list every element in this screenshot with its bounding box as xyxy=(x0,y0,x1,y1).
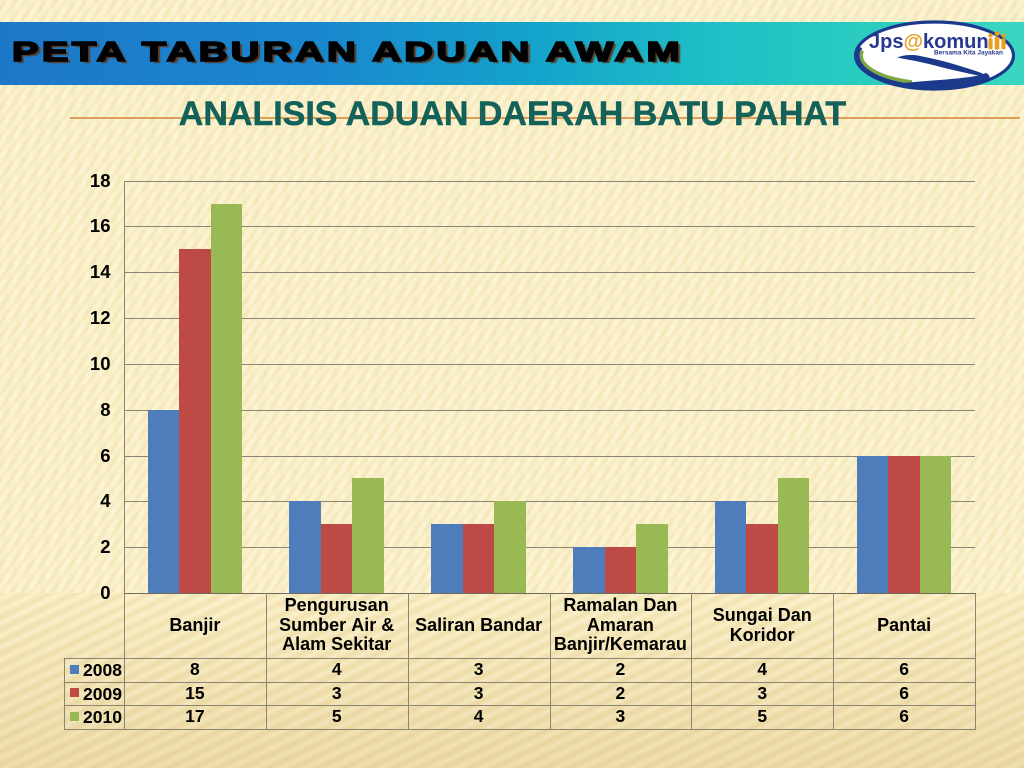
svg-text:Jps@komun: Jps@komun xyxy=(869,31,989,53)
svg-text:Bersama Kita Jayakan: Bersama Kita Jayakan xyxy=(934,50,1003,57)
